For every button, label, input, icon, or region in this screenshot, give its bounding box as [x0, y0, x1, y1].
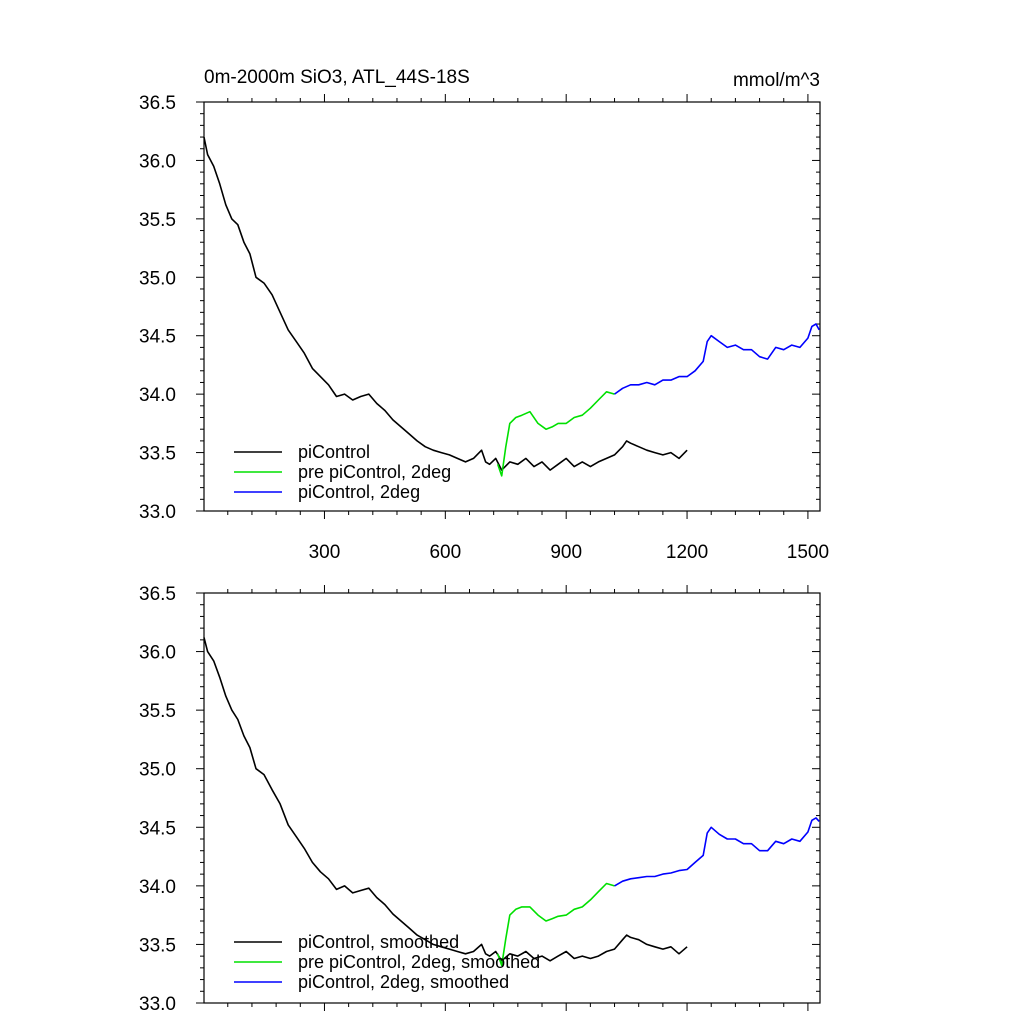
legend-label: piControl, 2deg [298, 482, 420, 502]
y-tick-label: 35.5 [139, 701, 176, 722]
x-tick-label: 1200 [666, 542, 708, 563]
y-tick-label: 35.0 [139, 268, 176, 289]
legend-label: piControl, smoothed [298, 932, 459, 952]
x-tick-label: 300 [309, 542, 341, 563]
y-tick-label: 33.5 [139, 935, 176, 956]
series-line-0 [203, 637, 688, 962]
top-panel: 33.0 33.5 34.0 34.5 35.0 35.5 36.0 36.5 300 600 90… [139, 93, 829, 563]
y-tick-label: 33.5 [139, 444, 176, 465]
y-tick-label: 36.5 [139, 93, 176, 114]
y-tick-label: 33.0 [139, 994, 176, 1015]
series-line-1 [496, 882, 615, 967]
chart-title: 0m-2000m SiO3, ATL_44S-18S [204, 67, 470, 88]
y-tick-label: 33.0 [139, 502, 176, 523]
y-tick-label: 34.5 [139, 327, 176, 348]
series-line-0 [203, 136, 688, 471]
y-tick-label: 34.0 [139, 877, 176, 898]
plot-frame [203, 101, 821, 512]
series-line-1 [496, 390, 615, 477]
y-tick-label: 35.0 [139, 760, 176, 781]
y-tick-label: 36.0 [139, 151, 176, 172]
y-tick-label: 36.0 [139, 643, 176, 664]
x-tick-label: 900 [550, 542, 582, 563]
plot-frame [203, 592, 821, 1004]
x-tick-label: 600 [429, 542, 461, 563]
legend-label: pre piControl, 2deg [298, 462, 451, 482]
y-tick-label: 34.5 [139, 818, 176, 839]
x-tick-label: 1500 [787, 542, 829, 563]
series-line-2 [614, 817, 820, 887]
series-line-2 [614, 323, 820, 395]
legend-label: piControl [298, 442, 370, 462]
legend-label: piControl, 2deg, smoothed [298, 972, 509, 992]
y-tick-label: 35.5 [139, 210, 176, 231]
bottom-panel: 33.0 33.5 34.0 34.5 35.0 35.5 36.0 36.5 piContro… [139, 584, 821, 1015]
legend-label: pre piControl, 2deg, smoothed [298, 952, 540, 972]
y-tick-label: 36.5 [139, 584, 176, 605]
units-label: mmol/m^3 [733, 70, 820, 91]
y-tick-label: 34.0 [139, 385, 176, 406]
